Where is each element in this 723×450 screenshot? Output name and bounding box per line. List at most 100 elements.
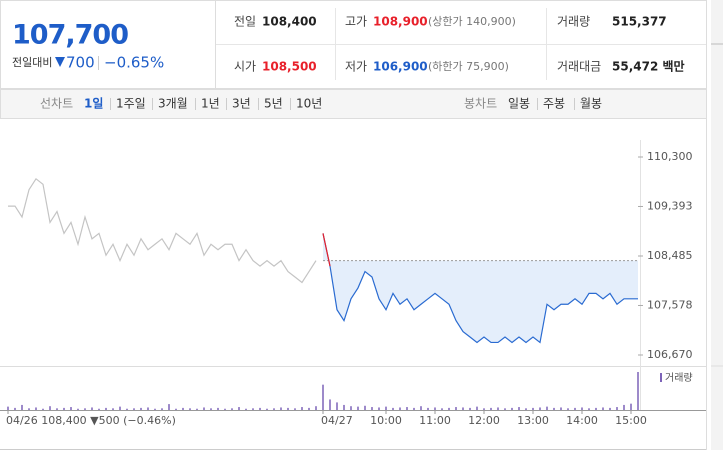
volume-bar [434,407,436,410]
volume-bar [119,406,121,410]
period-tab[interactable]: 3개월 [158,97,188,111]
price: 107,700 [12,20,128,51]
y-tick-label: 110,300 [647,150,693,163]
volume-bar [77,408,79,410]
volume-bar [161,408,163,410]
volume-bar [448,407,450,410]
volume-bar [539,407,541,410]
volume-bar [343,404,345,410]
volume-bar [497,407,499,410]
tab-title: 선차트 [40,97,73,111]
candle-tab[interactable]: 일봉 [508,97,530,111]
stat-label: 시가 [234,60,256,74]
x-tick-label: 12:00 [468,414,500,427]
period-tab[interactable]: 1주일 [116,97,146,111]
volume-bar [63,407,65,410]
volume-bar [259,407,261,410]
tab-bar [0,89,707,119]
stat-label: 저가 [345,60,367,74]
volume-bar [518,407,520,410]
volume-bar [336,402,338,410]
stat-value: 108,400 [262,15,317,29]
x-tick-label: 04/27 [321,414,353,427]
change: 700 [66,54,95,72]
volume-bar [224,408,226,410]
down-arrow [55,57,65,67]
volume-bar [427,407,429,410]
stat-value: 515,377 [612,15,667,29]
x-tick-label: 04/26 108,400 ▼500 (−0.46%) [6,414,176,427]
volume-bar [189,408,191,410]
stat-value: 108,500 [262,60,317,74]
volume-bar [175,408,177,410]
volume-bar [28,408,30,410]
volume-bar [504,408,506,410]
volume-bar [441,408,443,410]
volume-bar [287,407,289,410]
volume-bar [210,408,212,410]
x-tick-label: 14:00 [566,414,598,427]
period-tab[interactable]: 10년 [296,97,322,111]
volume-bar [420,406,422,410]
legend-label: 거래량 [665,372,693,384]
volume-bar [588,408,590,410]
legend-swatch [660,373,662,382]
volume-bar [7,406,9,410]
volume-bar [196,408,198,410]
x-tick-label: 10:00 [370,414,402,427]
volume-bar [532,407,534,410]
volume-bar [385,406,387,410]
volume-bar [553,407,555,410]
up-segment [322,233,331,267]
side-panel [711,0,723,450]
y-tick-label: 109,393 [647,199,693,212]
stat-value: 55,472 백만 [612,59,685,74]
volume-bar [406,407,408,410]
volume-bar [511,407,513,410]
stat-label: 거래량 [557,15,590,29]
volume-bar [630,403,632,410]
volume-bar [273,408,275,410]
volume-bar [392,407,394,410]
volume-bar [301,407,303,410]
stat-value: 106,900 [373,60,428,74]
volume-bar [371,407,373,410]
volume-bar [378,407,380,410]
volume-bar [455,407,457,410]
volume-bar [581,407,583,410]
period-tab[interactable]: 5년 [264,97,283,111]
period-tab[interactable]: 1일 [84,97,103,111]
stat-note: (상한가 140,900) [428,15,516,28]
volume-bar [525,408,527,410]
volume-bar [616,407,618,410]
volume-bar [490,407,492,410]
stat-note: (하한가 75,900) [428,59,509,73]
volume-bar [112,408,114,410]
volume-bar [42,408,44,410]
volume-bar [567,408,569,410]
volume-bar [231,408,233,410]
volume-bar [357,406,359,410]
volume-bar [56,408,58,410]
volume-bar [182,407,184,410]
candle-tab[interactable]: 주봉 [543,97,565,111]
stat-value: 108,900 [373,15,428,29]
volume-bar [560,407,562,410]
volume-bar [105,407,107,410]
volume-bar [98,408,100,410]
y-tick-label: 106,670 [647,348,693,361]
volume-bar [308,407,310,410]
volume-bar [623,404,625,410]
volume-bar [140,407,142,410]
period-tab[interactable]: 1년 [201,97,220,111]
volume-bar [280,407,282,410]
candle-tab[interactable]: 월봉 [580,97,602,111]
period-tab[interactable]: 3년 [232,97,251,111]
price-line [322,233,638,344]
x-tick-label: 11:00 [419,414,451,427]
volume-bar [546,406,548,410]
volume-bar [637,372,639,410]
x-tick-label: 13:00 [517,414,549,427]
y-tick-label: 108,485 [647,249,693,262]
volume-bar [217,407,219,410]
